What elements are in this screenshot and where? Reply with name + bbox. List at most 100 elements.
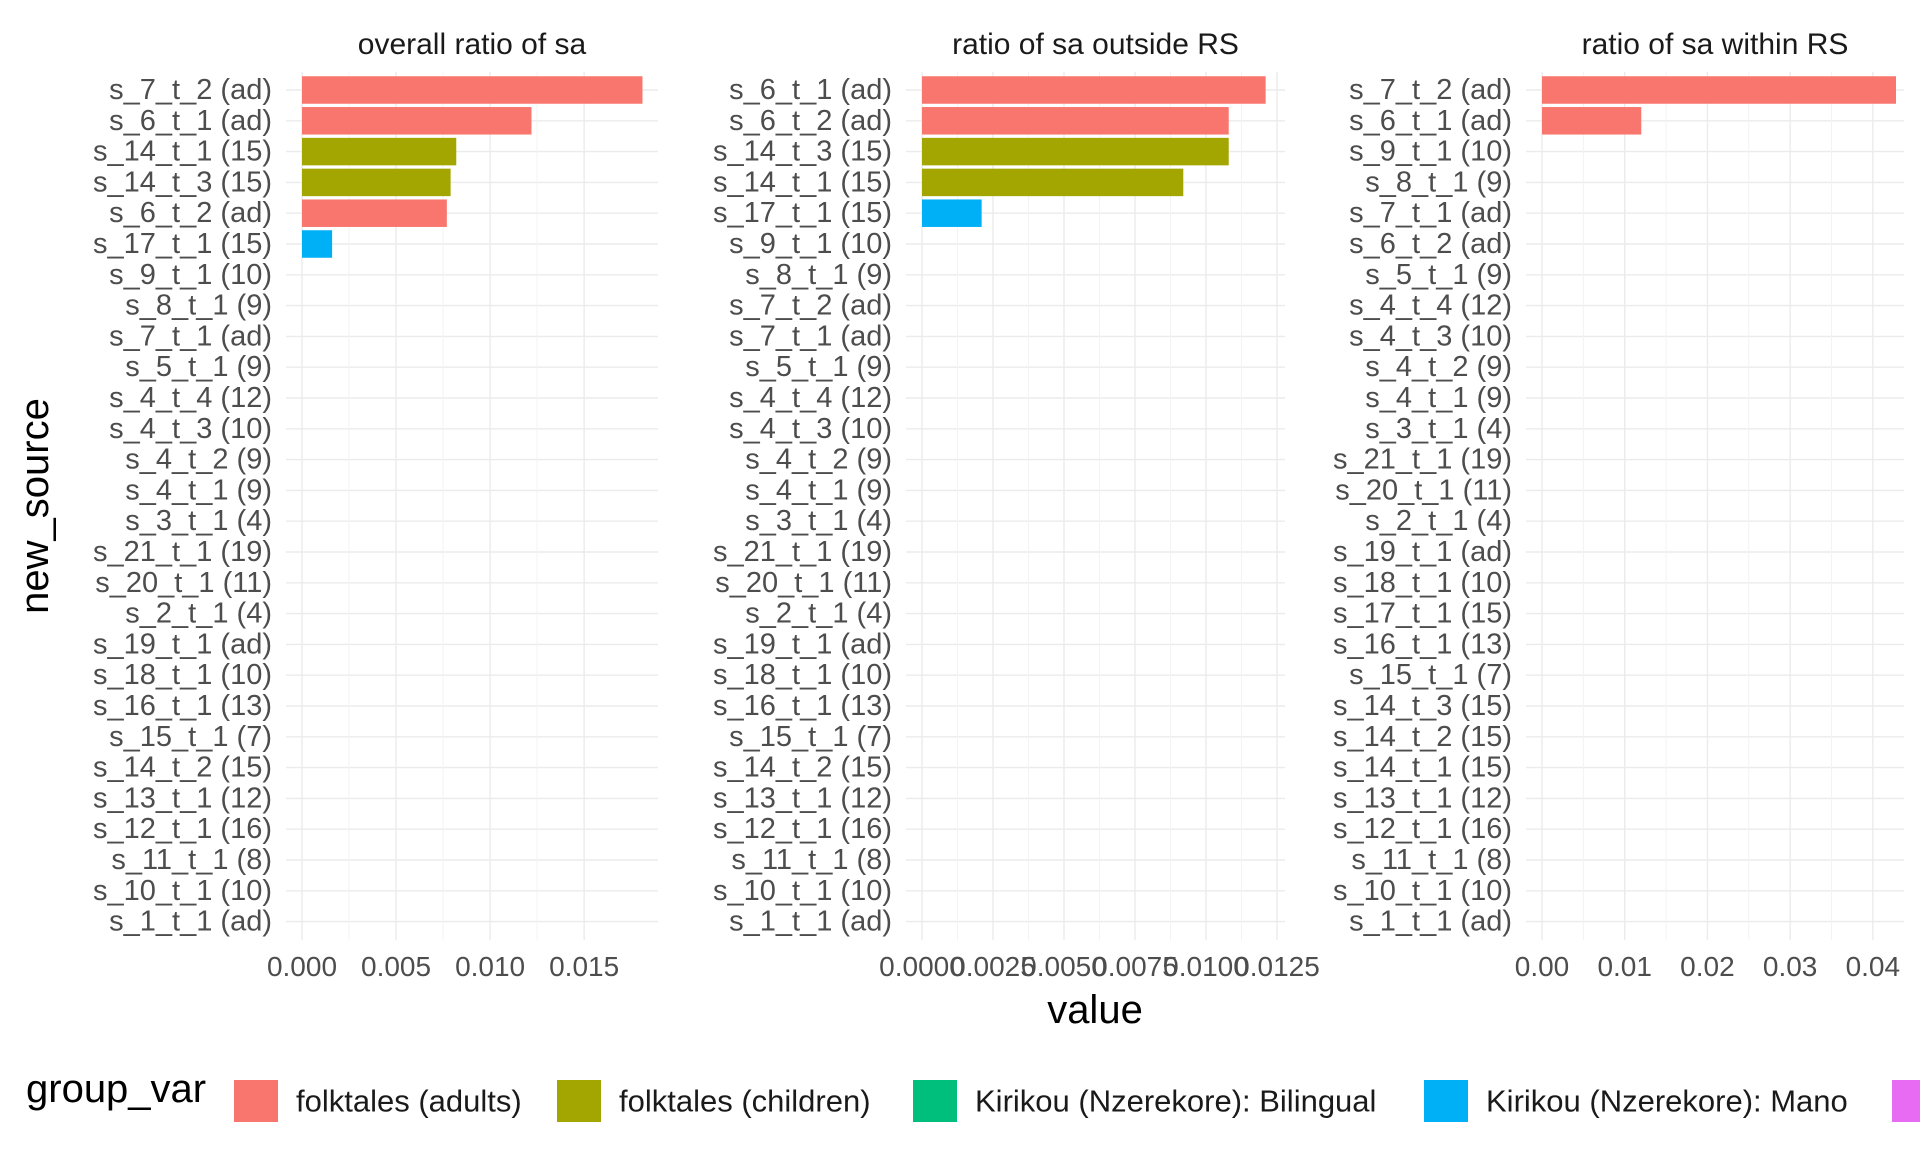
x-tick-label: 0.02 [1680,951,1735,982]
y-tick-label: s_1_t_1 (ad) [729,906,892,938]
y-tick-label: s_8_t_1 (9) [125,290,272,322]
y-tick-label: s_20_t_1 (11) [1335,474,1512,506]
y-tick-label: s_6_t_1 (ad) [1349,105,1512,137]
y-tick-label: s_14_t_1 (15) [93,136,272,168]
y-tick-label: s_16_t_1 (13) [93,690,272,722]
y-tick-label: s_2_t_1 (4) [125,598,272,630]
y-tick-label: s_14_t_1 (15) [1333,752,1512,784]
y-tick-label: s_21_t_1 (19) [93,536,272,568]
y-tick-label: s_6_t_1 (ad) [109,105,272,137]
x-tick-label: 0.00 [1515,951,1570,982]
y-tick-label: s_17_t_1 (15) [93,228,272,260]
y-tick-label: s_19_t_1 (ad) [93,628,272,660]
y-tick-label: s_2_t_1 (4) [745,598,892,630]
bar [302,199,447,227]
y-tick-label: s_14_t_2 (15) [93,752,272,784]
y-tick-label: s_9_t_1 (10) [729,228,892,260]
y-tick-label: s_4_t_2 (9) [745,444,892,476]
y-tick-label: s_11_t_1 (8) [1351,844,1512,876]
y-tick-label: s_4_t_3 (10) [1349,320,1512,352]
y-tick-label: s_14_t_1 (15) [713,166,892,198]
bar [922,168,1184,197]
y-tick-label: s_12_t_1 (16) [93,813,272,845]
y-tick-label: s_19_t_1 (ad) [713,628,892,660]
bar [922,137,1229,166]
y-tick-label: s_5_t_1 (9) [125,351,272,383]
y-tick-label: s_13_t_1 (12) [713,782,892,814]
y-tick-label: s_21_t_1 (19) [1333,444,1512,476]
x-tick-label: 0.010 [455,951,525,982]
x-tick-label: 0.000 [267,951,337,982]
y-tick-label: s_7_t_1 (ad) [729,320,892,352]
bar [302,107,532,135]
y-tick-label: s_18_t_1 (10) [713,659,892,691]
bar [922,107,1229,135]
x-tick-label: 0.005 [361,951,431,982]
bar [922,199,982,227]
y-tick-label: s_7_t_2 (ad) [109,74,272,106]
y-tick-label: s_5_t_1 (9) [745,351,892,383]
y-tick-label: s_3_t_1 (4) [1365,413,1512,445]
legend-swatch [234,1080,278,1122]
facet-title: overall ratio of sa [358,28,587,61]
y-tick-label: s_14_t_3 (15) [713,136,892,168]
legend-label: folktales (adults) [296,1084,522,1119]
y-tick-label: s_4_t_3 (10) [729,413,892,445]
y-tick-label: s_15_t_1 (7) [109,721,272,753]
legend-swatch [1424,1080,1468,1122]
y-tick-label: s_20_t_1 (11) [715,567,892,599]
y-tick-label: s_3_t_1 (4) [745,505,892,537]
y-tick-label: s_13_t_1 (12) [93,782,272,814]
y-tick-label: s_11_t_1 (8) [111,844,272,876]
y-tick-label: s_12_t_1 (16) [713,813,892,845]
bar [302,76,643,104]
y-tick-label: s_13_t_1 (12) [1333,782,1512,814]
bar [302,137,457,166]
legend-label: Kirikou (Nzerekore): Bilingual [975,1084,1376,1119]
y-tick-label: s_16_t_1 (13) [713,690,892,722]
y-tick-label: s_14_t_3 (15) [93,166,272,198]
legend-swatch [557,1080,601,1122]
x-tick-label: 0.01 [1597,951,1652,982]
y-tick-label: s_5_t_1 (9) [1365,259,1512,291]
y-tick-label: s_1_t_1 (ad) [109,906,272,938]
facet-title: ratio of sa outside RS [952,28,1239,61]
y-tick-label: s_4_t_4 (12) [729,382,892,414]
y-axis-title: new_source [13,398,57,614]
y-tick-label: s_12_t_1 (16) [1333,813,1512,845]
y-tick-label: s_2_t_1 (4) [1365,505,1512,537]
y-tick-label: s_21_t_1 (19) [713,536,892,568]
y-tick-label: s_14_t_3 (15) [1333,690,1512,722]
y-tick-label: s_4_t_1 (9) [1365,382,1512,414]
x-tick-label: 0.0075 [1092,951,1178,982]
bar [1542,76,1896,104]
y-tick-label: s_8_t_1 (9) [745,259,892,291]
x-tick-label: 0.0000 [879,951,965,982]
y-tick-label: s_8_t_1 (9) [1365,166,1512,198]
x-tick-label: 0.015 [549,951,619,982]
y-tick-label: s_6_t_1 (ad) [729,74,892,106]
y-tick-label: s_11_t_1 (8) [731,844,892,876]
x-tick-label: 0.0050 [1021,951,1107,982]
y-tick-label: s_7_t_1 (ad) [109,320,272,352]
y-tick-label: s_4_t_1 (9) [745,474,892,506]
y-tick-label: s_3_t_1 (4) [125,505,272,537]
y-tick-label: s_15_t_1 (7) [729,721,892,753]
legend-label: folktales (children) [619,1084,871,1119]
y-tick-label: s_18_t_1 (10) [1333,567,1512,599]
y-tick-label: s_9_t_1 (10) [109,259,272,291]
y-tick-label: s_16_t_1 (13) [1333,628,1512,660]
y-tick-label: s_6_t_2 (ad) [109,197,272,229]
y-tick-label: s_14_t_2 (15) [713,752,892,784]
y-tick-label: s_4_t_3 (10) [109,413,272,445]
y-tick-label: s_9_t_1 (10) [1349,136,1512,168]
y-tick-label: s_14_t_2 (15) [1333,721,1512,753]
x-tick-label: 0.0125 [1234,951,1320,982]
x-tick-label: 0.0100 [1163,951,1249,982]
y-tick-label: s_19_t_1 (ad) [1333,536,1512,568]
bar [1542,107,1642,135]
y-tick-label: s_7_t_1 (ad) [1349,197,1512,229]
bar [302,230,333,258]
